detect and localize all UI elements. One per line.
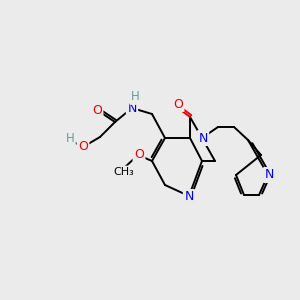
Text: N: N xyxy=(184,190,194,203)
Text: CH₃: CH₃ xyxy=(114,167,134,177)
Text: O: O xyxy=(134,148,144,161)
Text: O: O xyxy=(78,140,88,154)
Text: O: O xyxy=(92,104,102,118)
Text: N: N xyxy=(198,131,208,145)
Text: O: O xyxy=(173,98,183,110)
Text: H: H xyxy=(66,133,74,146)
Text: N: N xyxy=(264,169,274,182)
Text: H: H xyxy=(130,91,140,103)
Text: N: N xyxy=(127,101,137,115)
